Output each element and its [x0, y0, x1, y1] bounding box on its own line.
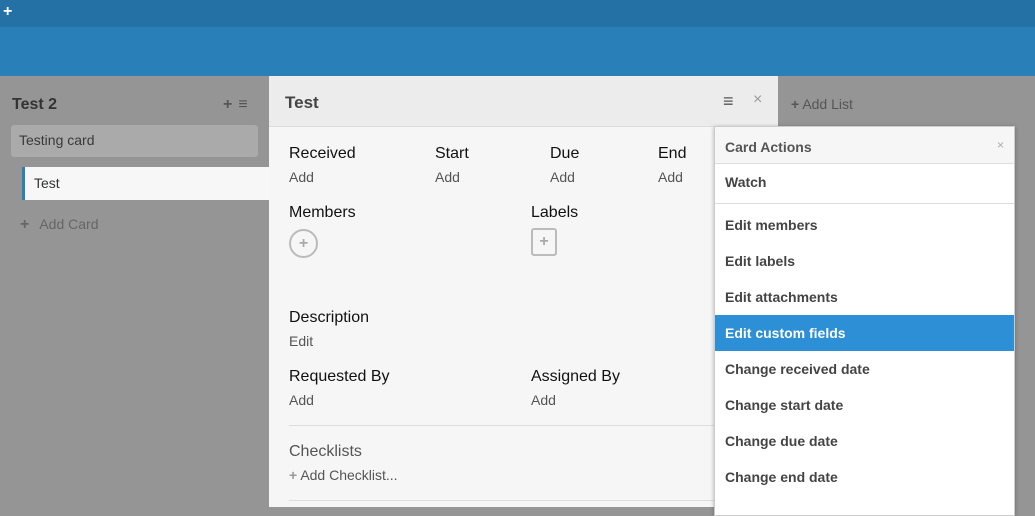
- list-title[interactable]: Test 2: [12, 96, 58, 113]
- divider: [289, 500, 729, 501]
- divider: [289, 425, 729, 426]
- assigned-by-add[interactable]: Add: [531, 392, 556, 408]
- menu-item-change-start-date[interactable]: Change start date: [725, 397, 844, 413]
- popup-title: Card Actions: [725, 139, 812, 155]
- menu-item-edit-attachments[interactable]: Edit attachments: [725, 289, 838, 305]
- field-label: Due: [550, 145, 580, 162]
- add-list-label: Add List: [802, 96, 853, 112]
- add-member-button[interactable]: +: [289, 229, 318, 258]
- list-menu-icon[interactable]: ≡: [238, 96, 248, 113]
- field-label: Start: [435, 145, 469, 162]
- list: Test 2 + ≡ Testing card Test + Add Card: [0, 76, 269, 507]
- section-label: Checklists: [289, 443, 362, 460]
- menu-item-edit-labels[interactable]: Edit labels: [725, 253, 796, 269]
- due-add[interactable]: Add: [550, 169, 575, 185]
- field-label: Members: [289, 204, 356, 221]
- board-header: [0, 27, 1035, 76]
- add-card-label: Add Card: [39, 216, 99, 232]
- start-add[interactable]: Add: [435, 169, 460, 185]
- top-bar: +: [0, 0, 1035, 27]
- menu-item-watch[interactable]: Watch: [725, 174, 767, 190]
- card[interactable]: Testing card: [11, 125, 258, 157]
- assigned-by-field: Assigned By Add: [531, 368, 620, 408]
- start-field: Start Add: [435, 145, 469, 185]
- field-label: Received: [289, 145, 356, 162]
- requested-by-add[interactable]: Add: [289, 392, 314, 408]
- close-icon[interactable]: ×: [996, 138, 1004, 152]
- due-field: Due Add: [550, 145, 579, 185]
- plus-icon: +: [20, 216, 30, 233]
- add-card-button[interactable]: + Add Card: [20, 216, 99, 234]
- field-label: Assigned By: [531, 368, 620, 385]
- card-title[interactable]: Test: [285, 93, 319, 112]
- divider: [715, 203, 1014, 204]
- menu-item-change-end-date[interactable]: Change end date: [725, 469, 838, 485]
- field-label: Requested By: [289, 368, 390, 385]
- received-field: Received Add: [289, 145, 356, 185]
- add-board-icon[interactable]: +: [3, 3, 13, 20]
- field-label: Labels: [531, 204, 579, 221]
- menu-item-change-received-date[interactable]: Change received date: [725, 361, 870, 377]
- received-add[interactable]: Add: [289, 169, 314, 185]
- menu-item-edit-members[interactable]: Edit members: [725, 217, 818, 233]
- plus-icon: +: [791, 96, 800, 112]
- menu-item-edit-custom-fields[interactable]: Edit custom fields: [715, 315, 1014, 351]
- add-checklist-button[interactable]: + Add Checklist...: [289, 467, 398, 483]
- field-label: Description: [289, 309, 370, 326]
- add-list-button[interactable]: + Add List: [791, 96, 853, 112]
- description-edit[interactable]: Edit: [289, 333, 314, 349]
- description-field: Description Edit: [289, 309, 369, 349]
- add-checklist-label: Add Checklist...: [300, 467, 398, 483]
- menu-item-change-due-date[interactable]: Change due date: [725, 433, 838, 449]
- requested-by-field: Requested By Add: [289, 368, 390, 408]
- add-label-button[interactable]: +: [531, 228, 557, 256]
- add-card-icon[interactable]: +: [223, 96, 233, 113]
- card-actions-popup: Card Actions × Watch Edit members Edit la…: [714, 126, 1015, 516]
- close-icon[interactable]: ×: [753, 91, 763, 108]
- field-label: End: [658, 145, 687, 162]
- plus-icon: +: [289, 467, 298, 483]
- card-detail: Test ≡ × Received Add Start Add Due Add End…: [269, 76, 778, 507]
- hamburger-icon[interactable]: ≡: [723, 91, 734, 111]
- members-field: Members +: [289, 204, 356, 258]
- checklists-section: Checklists + Add Checklist...: [289, 443, 398, 483]
- end-add[interactable]: Add: [658, 169, 683, 185]
- end-field: End Add: [658, 145, 686, 185]
- card-selected[interactable]: Test: [22, 167, 269, 200]
- labels-field: Labels +: [531, 204, 578, 256]
